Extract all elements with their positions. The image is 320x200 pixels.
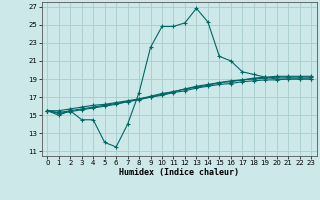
X-axis label: Humidex (Indice chaleur): Humidex (Indice chaleur) xyxy=(119,168,239,177)
